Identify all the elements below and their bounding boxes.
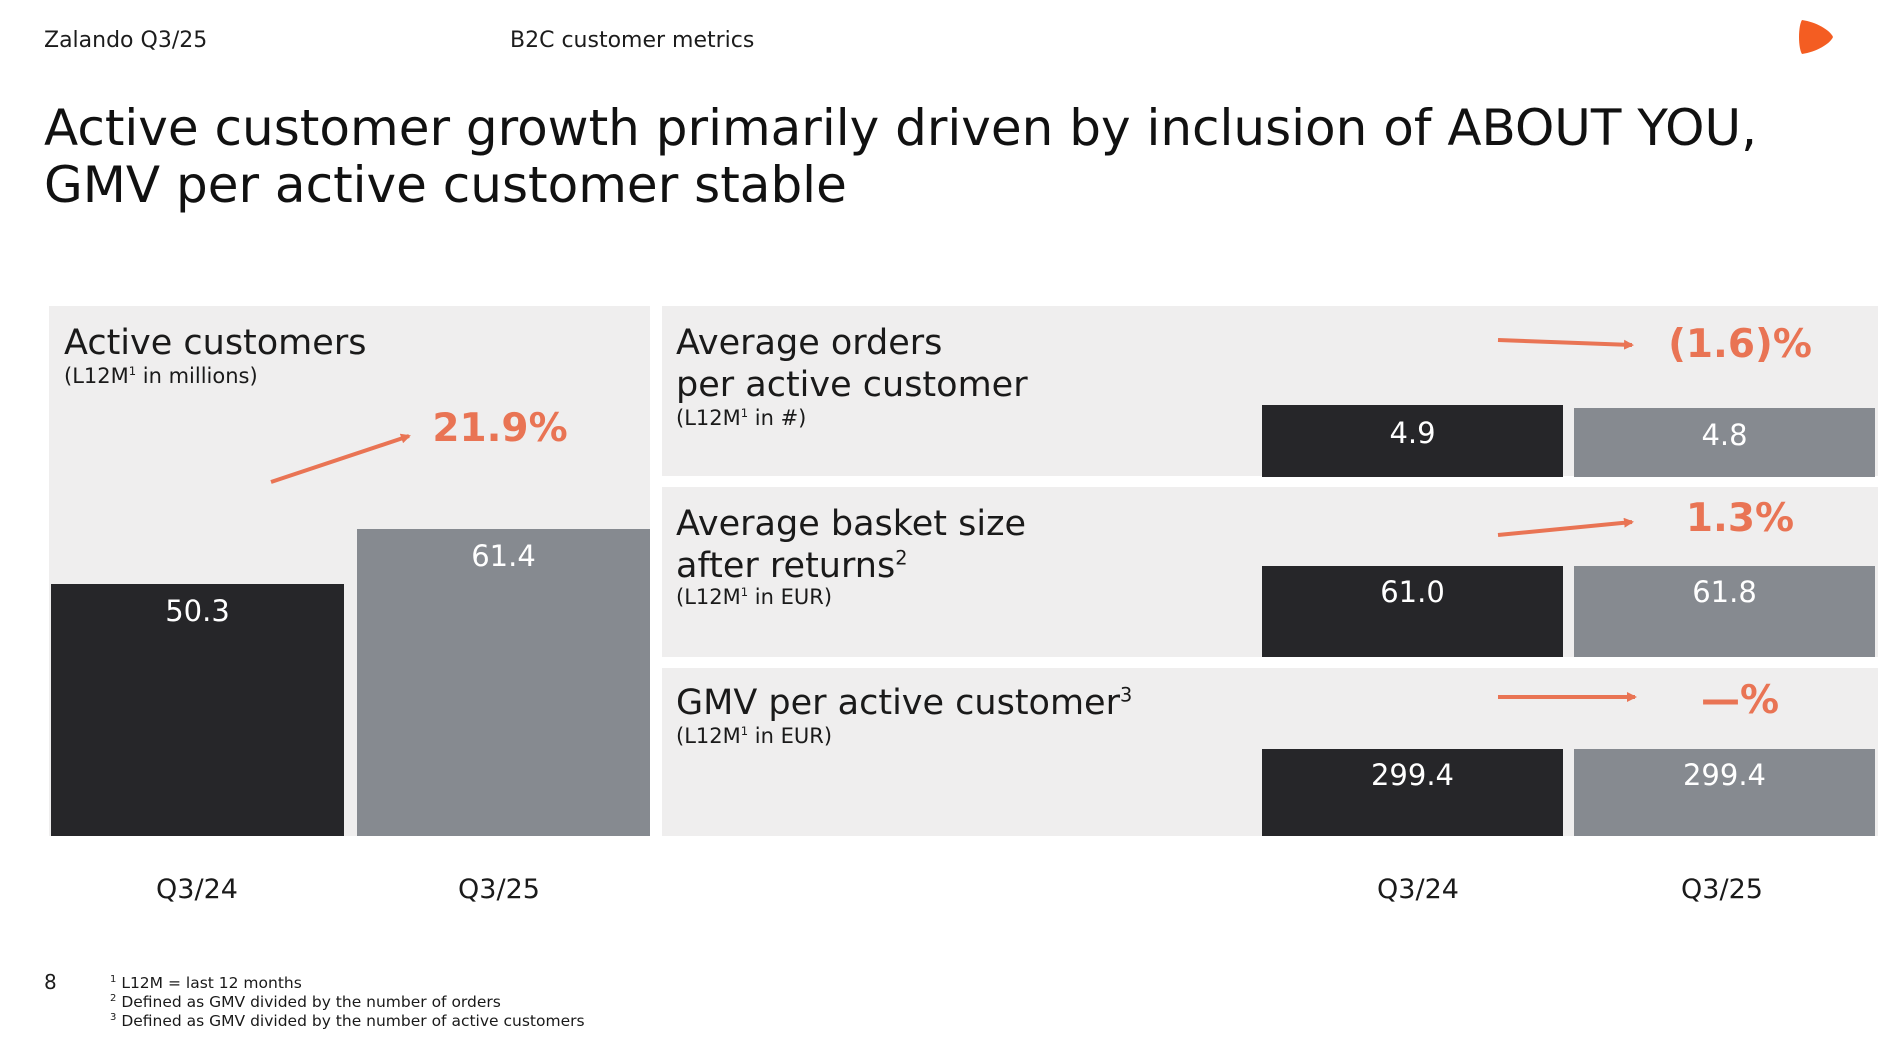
active-customers-bar-q325: 61.4 <box>357 529 650 836</box>
average-basket-change: 1.3% <box>1685 496 1795 541</box>
bar-value-label: 50.3 <box>165 594 230 628</box>
average-orders-trend-arrow-icon <box>1497 338 1634 350</box>
gmv-title: GMV per active customer3 <box>676 683 1133 723</box>
average-basket-bar-q324: 61.0 <box>1262 566 1563 657</box>
footnote-2: 2 Defined as GMV divided by the number o… <box>110 992 501 1011</box>
page-title: Active customer growth primarily driven … <box>44 100 1804 214</box>
x-label-right-q325: Q3/25 <box>1681 874 1763 905</box>
page-title-line1: Active customer growth primarily driven … <box>44 99 1757 157</box>
gmv-bar-q325: 299.4 <box>1574 749 1875 836</box>
average-basket-trend-arrow-icon <box>1497 517 1634 537</box>
header-section: B2C customer metrics <box>510 28 755 53</box>
bar-value-label: 61.0 <box>1380 575 1445 609</box>
bar-value-label: 61.4 <box>471 539 536 573</box>
x-label-left-q325: Q3/25 <box>458 874 540 905</box>
page-number: 8 <box>44 970 57 994</box>
active-customers-trend-arrow-icon <box>270 433 411 484</box>
average-orders-change: (1.6)% <box>1668 322 1812 367</box>
average-orders-bar-q325: 4.8 <box>1574 408 1875 477</box>
active-customers-subtitle: (L12M1 in millions) <box>64 364 258 388</box>
footnote-1: 1 L12M = last 12 months <box>110 973 302 992</box>
gmv-bar-q324: 299.4 <box>1262 749 1563 836</box>
average-orders-title: Average orders per active customer <box>676 323 1028 405</box>
average-basket-bar-q325: 61.8 <box>1574 566 1875 657</box>
average-orders-subtitle: (L12M1 in #) <box>676 406 807 430</box>
average-orders-bar-q324: 4.9 <box>1262 405 1563 477</box>
gmv-change: —% <box>1700 678 1780 723</box>
x-label-left-q324: Q3/24 <box>156 874 238 905</box>
active-customers-bar-q324: 50.3 <box>51 584 344 836</box>
average-basket-subtitle: (L12M1 in EUR) <box>676 585 833 609</box>
footnote-3: 3 Defined as GMV divided by the number o… <box>110 1011 585 1030</box>
header-company-period: Zalando Q3/25 <box>44 28 208 53</box>
active-customers-title: Active customers <box>64 323 367 363</box>
x-label-right-q324: Q3/24 <box>1377 874 1459 905</box>
bar-value-label: 299.4 <box>1370 758 1455 792</box>
zalando-logo-icon <box>1799 20 1833 54</box>
bar-value-label: 299.4 <box>1682 758 1767 792</box>
bar-value-label: 4.8 <box>1701 418 1748 452</box>
bar-value-label: 61.8 <box>1692 575 1757 609</box>
average-basket-title: Average basket size after returns2 <box>676 504 1027 586</box>
active-customers-change: 21.9% <box>432 406 568 451</box>
bar-value-label: 4.9 <box>1389 416 1436 450</box>
gmv-subtitle: (L12M1 in EUR) <box>676 724 833 748</box>
page-title-line2: GMV per active customer stable <box>44 156 847 214</box>
